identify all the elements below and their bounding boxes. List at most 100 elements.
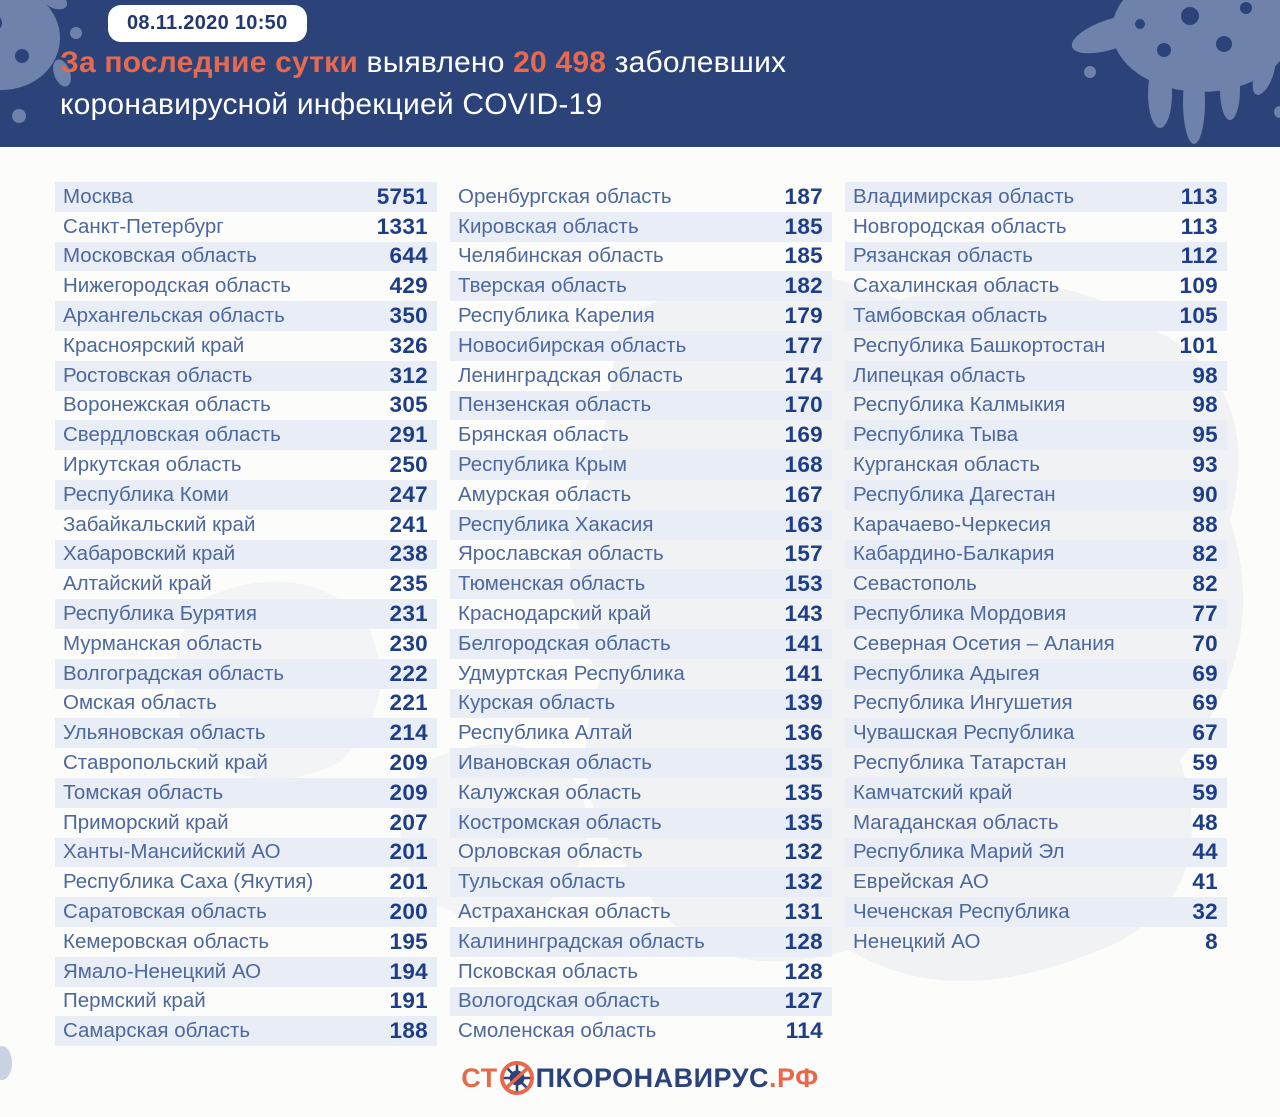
region-value: 350 bbox=[389, 303, 428, 329]
region-value: 201 bbox=[389, 869, 428, 895]
region-value: 241 bbox=[389, 511, 428, 537]
region-value: 82 bbox=[1192, 541, 1218, 567]
region-value: 8 bbox=[1205, 928, 1218, 954]
region-name: Липецкая область bbox=[853, 363, 1026, 387]
table-row: Карачаево-Черкесия 88 bbox=[845, 510, 1227, 540]
table-row: Тульская область 132 bbox=[450, 867, 832, 898]
region-value: 191 bbox=[389, 988, 428, 1014]
table-row: Ханты-Мансийский АО 201 bbox=[55, 837, 437, 868]
region-name: Новосибирская область bbox=[458, 333, 687, 357]
region-name: Краснодарский край bbox=[458, 602, 652, 626]
table-row: Иркутская область 250 bbox=[55, 450, 437, 480]
region-value: 105 bbox=[1179, 303, 1218, 329]
region-name: Республика Дагестан bbox=[853, 482, 1056, 506]
region-name: Москва bbox=[63, 184, 133, 208]
table-row: Ленинградская область 174 bbox=[450, 361, 832, 391]
region-value: 177 bbox=[784, 332, 823, 358]
region-value: 235 bbox=[389, 571, 428, 597]
region-value: 128 bbox=[784, 958, 823, 984]
region-name: Псковская область bbox=[458, 959, 639, 983]
region-name: Оренбургская область bbox=[458, 184, 672, 208]
region-value: 132 bbox=[784, 869, 823, 895]
table-row: Республика Адыгея 69 bbox=[845, 658, 1227, 689]
table-row: Смоленская область 114 bbox=[450, 1016, 832, 1046]
table-row: Ненецкий АО 8 bbox=[845, 927, 1227, 957]
region-value: 231 bbox=[389, 601, 428, 627]
region-name: Тульская область bbox=[458, 870, 626, 894]
region-name: Республика Коми bbox=[63, 482, 229, 506]
region-name: Тверская область bbox=[458, 274, 627, 298]
region-value: 250 bbox=[389, 452, 428, 478]
region-name: Костромская область bbox=[458, 810, 662, 834]
region-name: Брянская область bbox=[458, 423, 629, 447]
region-name: Воронежская область bbox=[63, 393, 271, 417]
region-value: 109 bbox=[1179, 273, 1218, 299]
region-value: 209 bbox=[389, 750, 428, 776]
region-name: Иркутская область bbox=[63, 453, 242, 477]
region-value: 135 bbox=[784, 779, 823, 805]
region-value: 98 bbox=[1192, 392, 1218, 418]
region-value: 209 bbox=[389, 779, 428, 805]
table-row: Республика Марий Эл 44 bbox=[845, 837, 1227, 868]
region-name: Республика Марий Эл bbox=[853, 840, 1065, 864]
region-value: 59 bbox=[1192, 750, 1218, 776]
region-value: 141 bbox=[784, 660, 823, 686]
region-name: Владимирская область bbox=[853, 184, 1075, 208]
region-value: 163 bbox=[784, 511, 823, 537]
table-row: Курганская область 93 bbox=[845, 450, 1227, 480]
region-name: Тамбовская область bbox=[853, 304, 1048, 328]
region-name: Республика Алтай bbox=[458, 721, 633, 745]
table-row: Приморский край 207 bbox=[55, 808, 437, 838]
region-name: Ростовская область bbox=[63, 363, 253, 387]
region-value: 101 bbox=[1179, 332, 1218, 358]
table-row: Калужская область 135 bbox=[450, 778, 832, 808]
table-row: Северная Осетия – Алания 70 bbox=[845, 629, 1227, 659]
region-value: 59 bbox=[1192, 779, 1218, 805]
region-value: 114 bbox=[785, 1018, 823, 1044]
region-name: Карачаево-Черкесия bbox=[853, 512, 1051, 536]
headline-line2: коронавирусной инфекцией COVID-19 bbox=[60, 88, 603, 121]
region-value: 187 bbox=[784, 183, 823, 209]
region-value: 113 bbox=[1180, 213, 1218, 239]
region-name: Новгородская область bbox=[853, 214, 1067, 238]
table-row: Республика Бурятия 231 bbox=[55, 599, 437, 629]
region-value: 247 bbox=[389, 481, 428, 507]
table-row: Нижегородская область 429 bbox=[55, 271, 437, 301]
table-row: Чувашская Республика 67 bbox=[845, 718, 1227, 749]
region-name: Ямало-Ненецкий АО bbox=[63, 959, 262, 983]
stats-column: Владимирская область 113 Новгородская обла… bbox=[845, 182, 1227, 1046]
region-value: 82 bbox=[1192, 571, 1218, 597]
region-name: Чувашская Республика bbox=[853, 721, 1075, 745]
region-name: Ставропольский край bbox=[63, 751, 268, 775]
region-value: 179 bbox=[784, 303, 823, 329]
region-value: 644 bbox=[389, 243, 428, 269]
region-name: Ульяновская область bbox=[63, 721, 266, 745]
table-row: Республика Калмыкия 98 bbox=[845, 391, 1227, 421]
table-row: Тамбовская область 105 bbox=[845, 301, 1227, 331]
table-row: Краснодарский край 143 bbox=[450, 599, 832, 629]
region-value: 230 bbox=[389, 630, 428, 656]
table-row: Камчатский край 59 bbox=[845, 777, 1227, 808]
table-row: Ульяновская область 214 bbox=[55, 718, 437, 749]
table-row: Рязанская область 112 bbox=[845, 241, 1227, 272]
table-row: Республика Татарстан 59 bbox=[845, 748, 1227, 778]
region-name: Калужская область bbox=[458, 780, 642, 804]
region-value: 291 bbox=[389, 422, 428, 448]
region-value: 185 bbox=[784, 243, 823, 269]
region-value: 135 bbox=[784, 809, 823, 835]
table-row: Чеченская Республика 32 bbox=[845, 897, 1227, 927]
region-value: 93 bbox=[1192, 452, 1218, 478]
region-value: 195 bbox=[389, 928, 428, 954]
table-row: Астраханская область 131 bbox=[450, 897, 832, 927]
region-value: 98 bbox=[1192, 362, 1218, 388]
table-row: Москва 5751 bbox=[55, 182, 437, 212]
table-row: Вологодская область 127 bbox=[450, 986, 832, 1017]
region-value: 95 bbox=[1192, 422, 1218, 448]
headline-line1: За последние сутки выявлено 20 498 забол… bbox=[60, 46, 787, 79]
table-row: Калининградская область 128 bbox=[450, 926, 832, 957]
region-value: 141 bbox=[784, 630, 823, 656]
table-row: Орловская область 132 bbox=[450, 838, 832, 868]
table-row: Республика Крым 168 bbox=[450, 450, 832, 480]
table-row: Костромская область 135 bbox=[450, 807, 832, 838]
virus-splatter-right-icon bbox=[1071, 0, 1280, 144]
